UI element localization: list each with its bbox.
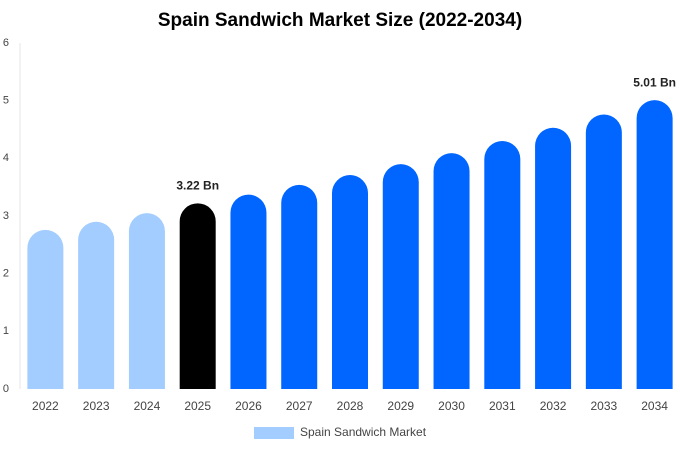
chart-title: Spain Sandwich Market Size (2022-2034) bbox=[158, 10, 522, 31]
bar bbox=[128, 213, 165, 389]
y-tick-label: 2 bbox=[3, 268, 9, 280]
x-tick-label: 2029 bbox=[387, 399, 414, 413]
x-tick-label: 2031 bbox=[489, 399, 516, 413]
bar bbox=[78, 221, 115, 389]
value-label: 5.01 Bn bbox=[633, 75, 676, 89]
bar bbox=[382, 164, 419, 389]
x-tick-label: 2033 bbox=[590, 399, 617, 413]
y-tick-label: 1 bbox=[3, 325, 9, 337]
x-tick-label: 2030 bbox=[438, 399, 465, 413]
bar bbox=[179, 203, 216, 389]
bar bbox=[281, 184, 318, 389]
bar bbox=[535, 127, 572, 389]
y-tick-label: 6 bbox=[3, 37, 9, 49]
bar bbox=[484, 141, 521, 389]
bar bbox=[636, 100, 673, 389]
bar bbox=[585, 114, 622, 390]
bar bbox=[332, 175, 368, 389]
y-tick-label: 0 bbox=[3, 383, 9, 395]
bar bbox=[433, 153, 470, 389]
x-tick-label: 2022 bbox=[32, 399, 59, 413]
legend-swatch bbox=[254, 427, 294, 439]
x-tick-label: 2028 bbox=[337, 399, 364, 413]
y-tick-label: 3 bbox=[3, 210, 9, 222]
bar bbox=[27, 229, 64, 389]
legend-label: Spain Sandwich Market bbox=[300, 425, 427, 439]
x-tick-label: 2025 bbox=[184, 399, 211, 413]
y-tick-label: 4 bbox=[3, 152, 9, 164]
value-label: 3.22 Bn bbox=[176, 178, 219, 192]
x-tick-label: 2032 bbox=[540, 399, 567, 413]
x-tick-label: 2023 bbox=[83, 399, 110, 413]
x-tick-label: 2024 bbox=[134, 399, 161, 413]
x-tick-label: 2034 bbox=[641, 399, 668, 413]
x-tick-label: 2026 bbox=[235, 399, 262, 413]
y-tick-label: 5 bbox=[3, 95, 9, 107]
x-tick-label: 2027 bbox=[286, 399, 313, 413]
bar bbox=[230, 194, 267, 389]
